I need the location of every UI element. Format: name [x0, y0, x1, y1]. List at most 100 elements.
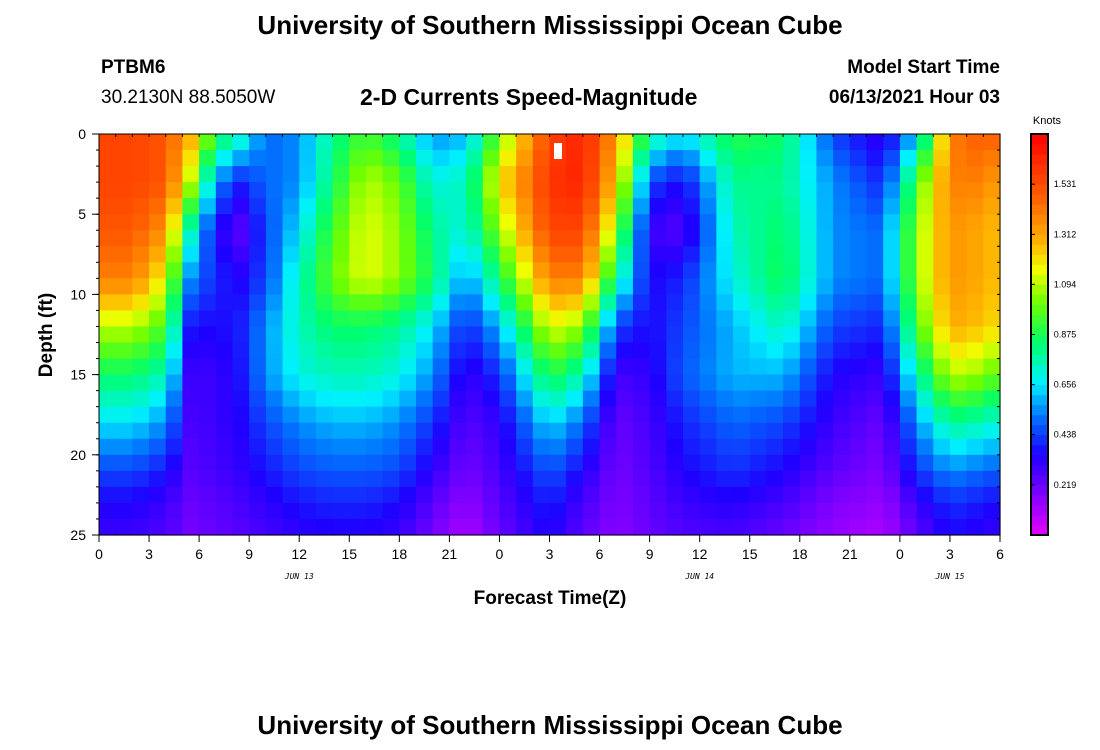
heatmap-cell [132, 326, 150, 344]
heatmap-cell [149, 198, 167, 215]
heatmap-cell [632, 326, 651, 344]
heatmap-cell [365, 310, 384, 328]
heatmap-cell [516, 454, 534, 472]
heatmap-cell [199, 374, 217, 392]
heatmap-cell [182, 166, 200, 183]
heatmap-cell [799, 294, 818, 312]
heatmap-cell [165, 358, 184, 376]
heatmap-cell [599, 326, 617, 344]
heatmap-cell [766, 310, 784, 328]
heatmap-cell [499, 294, 517, 312]
heatmap-cell [149, 230, 167, 247]
heatmap-cell [582, 438, 601, 456]
heatmap-cell [983, 230, 1001, 247]
heatmap-cell [449, 390, 467, 408]
heatmap-cell [649, 166, 667, 183]
heatmap-cell [783, 198, 801, 215]
heatmap-cell [282, 310, 300, 328]
heatmap-cell [282, 486, 300, 504]
heatmap-cell [265, 502, 284, 520]
heatmap-cell [649, 374, 667, 392]
heatmap-cell [516, 166, 534, 183]
heatmap-cell [599, 374, 617, 392]
heatmap-cell [716, 198, 734, 215]
heatmap-cell [733, 326, 751, 344]
heatmap-cell [532, 454, 551, 472]
heatmap-cell [733, 310, 751, 328]
heatmap-cell [199, 198, 217, 215]
heatmap-cell [666, 438, 684, 456]
heatmap-cell [516, 502, 534, 520]
heatmap-cell [616, 374, 634, 392]
heatmap-cell [149, 326, 167, 344]
heatmap-cell [132, 342, 150, 360]
heatmap-cell [432, 422, 450, 440]
heatmap-cell [132, 230, 150, 247]
heatmap-cell [165, 166, 184, 183]
heatmap-cell [582, 326, 601, 344]
heatmap-cell [883, 406, 901, 424]
heatmap-cell [332, 438, 350, 456]
colorbar-swatch [1031, 174, 1048, 185]
heatmap-cell [616, 262, 634, 279]
heatmap-cell [966, 358, 984, 376]
heatmap-cell [799, 214, 818, 231]
heatmap-cell [833, 262, 851, 279]
heatmap-cell [866, 326, 884, 344]
heatmap-cell [899, 438, 918, 456]
colorbar-swatch [1031, 214, 1048, 225]
heatmap-cell [115, 358, 133, 376]
heatmap-cell [416, 438, 434, 456]
heatmap-cell [766, 438, 784, 456]
heatmap-cell [916, 198, 934, 215]
heatmap-cell [332, 470, 350, 488]
heatmap-cell [466, 246, 484, 263]
heatmap-cell [449, 422, 467, 440]
page-title: University of Southern Mississippi Ocean… [257, 10, 843, 40]
heatmap-cell [232, 182, 250, 199]
heatmap-cell [933, 486, 951, 504]
heatmap-cell [182, 310, 200, 328]
heatmap-cell [682, 502, 701, 520]
heatmap-cell [132, 470, 150, 488]
heatmap-cell [699, 454, 717, 472]
heatmap-cell [833, 294, 851, 312]
heatmap-cell [766, 502, 784, 520]
heatmap-cell [632, 150, 651, 167]
heatmap-cell [616, 342, 634, 360]
heatmap-cell [949, 134, 968, 151]
heatmap-cell [265, 454, 284, 472]
heatmap-cell [816, 422, 834, 440]
heatmap-cell [799, 518, 818, 536]
colorbar-swatch [1031, 424, 1048, 436]
heatmap-cell [282, 166, 300, 183]
heatmap-cell [983, 502, 1001, 520]
heatmap-cell [966, 454, 984, 472]
heatmap-cell [666, 166, 684, 183]
heatmap-cell [899, 230, 918, 247]
heatmap-cell [899, 390, 918, 408]
heatmap-cell [799, 358, 818, 376]
heatmap-cell [783, 358, 801, 376]
heatmap-cell [666, 326, 684, 344]
heatmap-cell [899, 342, 918, 360]
heatmap-cell [682, 230, 701, 247]
heatmap-cell [265, 182, 284, 199]
heatmap-cell [582, 294, 601, 312]
heatmap-cell [983, 390, 1001, 408]
heatmap-cell [632, 374, 651, 392]
heatmap-cell [182, 438, 200, 456]
heatmap-cell [616, 502, 634, 520]
heatmap-cell [766, 518, 784, 536]
heatmap-cell [816, 230, 834, 247]
heatmap-cell [883, 214, 901, 231]
heatmap-cell [249, 150, 267, 167]
heatmap-cell [799, 310, 818, 328]
x-tick-label: 12 [291, 546, 307, 562]
heatmap-cell [916, 262, 934, 279]
heatmap-cell [849, 406, 868, 424]
heatmap-cell [649, 134, 667, 151]
heatmap-cell [716, 390, 734, 408]
heatmap-cell [416, 486, 434, 504]
heatmap-cell [549, 246, 567, 263]
